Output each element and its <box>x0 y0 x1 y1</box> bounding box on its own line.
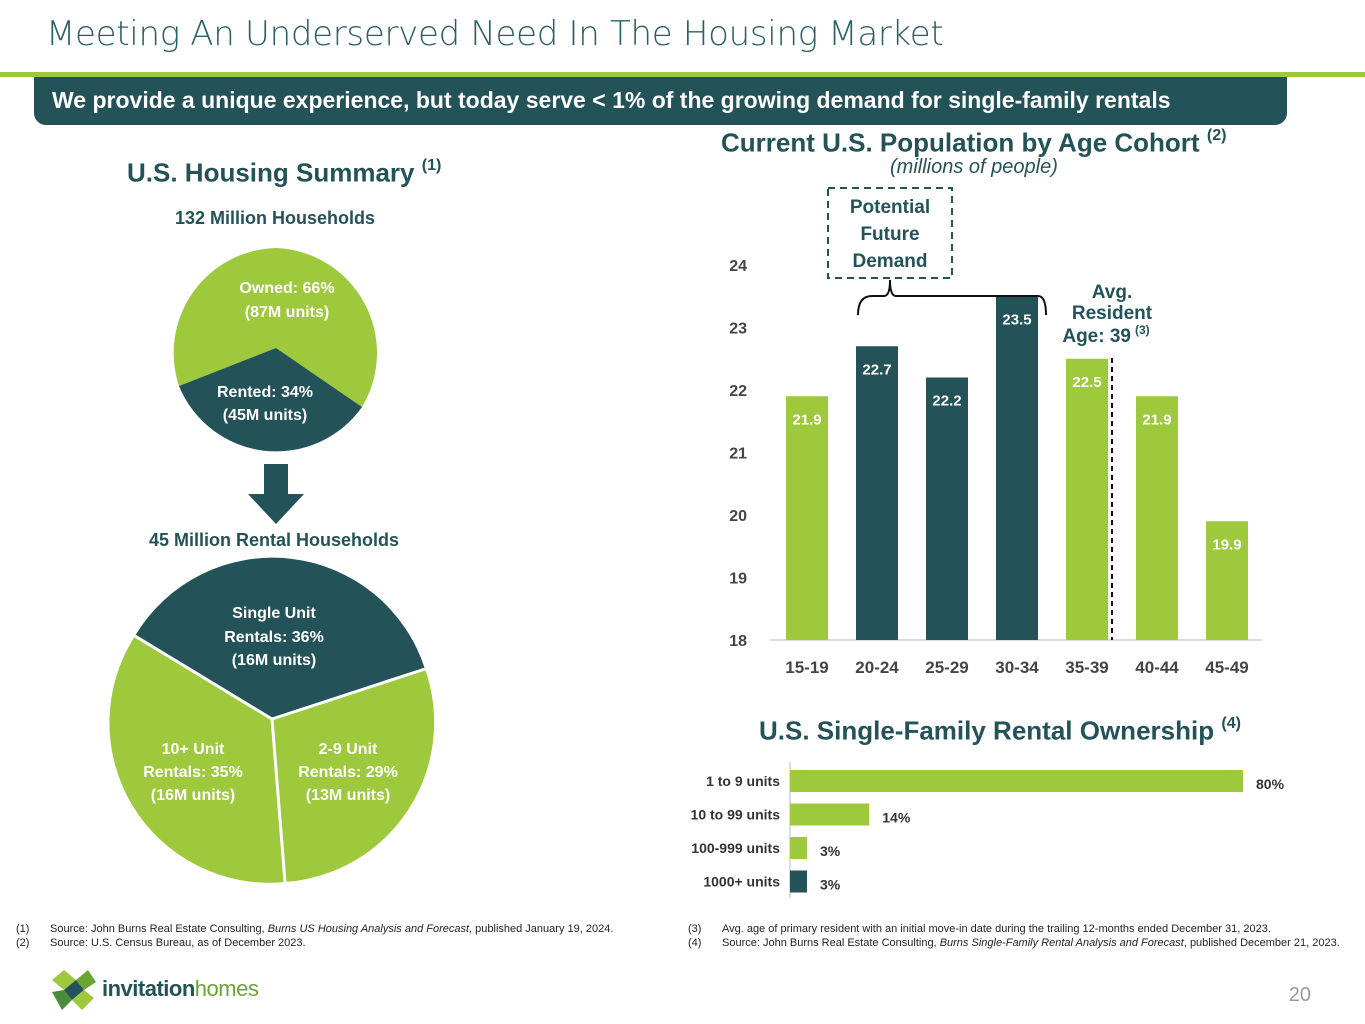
population-bar-20-24 <box>856 346 898 640</box>
ownership-bar <box>790 870 807 893</box>
y-tick-label: 24 <box>729 258 747 275</box>
rental-households-label: 45 Million Rental Households <box>149 530 400 550</box>
y-tick-label: 18 <box>729 633 747 650</box>
demand-brace <box>857 279 1047 316</box>
two-label-1: 2-9 Unit <box>319 741 378 758</box>
x-tick-label: 15-19 <box>785 658 828 677</box>
x-tick-label: 35-39 <box>1065 658 1108 677</box>
housing-heading: U.S. Housing Summary (1) <box>127 156 442 188</box>
y-tick-label: 23 <box>729 321 747 338</box>
owned-slice <box>276 248 377 407</box>
rented-label-1: Rented: 34% <box>217 384 313 401</box>
population-value-label: 21.9 <box>792 411 821 428</box>
population-value-label: 22.2 <box>932 393 961 410</box>
population-value-label: 21.9 <box>1142 411 1171 428</box>
owned-label-2: (87M units) <box>245 304 329 321</box>
ownership-value-label: 80% <box>1256 776 1285 792</box>
avg-label-3-group: Age: 39 (3) <box>1062 323 1149 347</box>
page-number: 20 <box>1288 984 1311 1006</box>
single-label-2: Rentals: 36% <box>224 629 324 646</box>
rental-pie: Single Unit Rentals: 36% (16M units) 10+… <box>109 557 435 883</box>
y-tick-label: 21 <box>729 446 747 463</box>
ten-label-1: 10+ Unit <box>162 741 225 758</box>
ten-label-3: (16M units) <box>151 787 235 804</box>
banner: We provide a unique experience, but toda… <box>34 77 1287 125</box>
population-value-label: 22.7 <box>862 361 891 378</box>
two-to-nine-slice <box>272 669 435 882</box>
title-rule <box>0 72 1365 77</box>
ownership-category-label: 100-999 units <box>691 840 780 856</box>
x-tick-label: 20-24 <box>855 658 899 677</box>
ten-label-2: Rentals: 35% <box>143 764 243 781</box>
population-bar-25-29 <box>926 377 968 640</box>
demand-label-2: Future <box>860 224 919 245</box>
population-bar-15-19 <box>786 396 828 640</box>
y-tick-label: 19 <box>729 571 747 588</box>
logo-text: invitationhomes <box>102 976 259 1001</box>
demand-label-1: Potential <box>850 197 930 218</box>
rented-label-2: (45M units) <box>223 407 307 424</box>
population-chart: 18 19 20 21 22 23 24 21.9 15-19 22.7 20-24 22.2 25-… <box>729 187 1262 677</box>
two-label-3: (13M units) <box>306 787 390 804</box>
ownership-category-label: 1000+ units <box>703 874 780 890</box>
y-tick-label: 20 <box>729 508 747 525</box>
x-tick-label: 40-44 <box>1135 658 1179 677</box>
population-bar-30-34 <box>996 296 1038 640</box>
population-bar-45-49 <box>1206 521 1248 640</box>
owned-label-1: Owned: 66% <box>239 280 334 297</box>
ownership-value-label: 14% <box>882 810 911 826</box>
ownership-value-label: 3% <box>820 843 841 859</box>
logo-mark-icon <box>52 970 96 1010</box>
ownership-heading: U.S. Single-Family Rental Ownership (4) <box>759 714 1242 746</box>
avg-label-1: Avg. <box>1092 282 1132 303</box>
households-label: 132 Million Households <box>175 208 376 228</box>
ownership-category-label: 1 to 9 units <box>706 773 780 789</box>
ownership-bar <box>790 770 1243 792</box>
population-bar-40-44 <box>1136 396 1178 640</box>
ownership-chart: 1 to 9 units 80% 10 to 99 units 14% 100-999 … <box>691 762 1285 898</box>
single-label-1: Single Unit <box>232 605 316 622</box>
population-heading: Current U.S. Population by Age Cohort (2… <box>721 126 1227 158</box>
single-label-3: (16M units) <box>232 652 316 669</box>
avg-label-3: Age: 39 <box>1062 326 1131 347</box>
households-pie: Owned: 66% (87M units) Rented: 34% (45M … <box>173 248 377 452</box>
rented-slice <box>179 348 362 452</box>
population-value-label: 22.5 <box>1072 374 1101 391</box>
footnotes-right: (3) Avg. age of primary resident with an… <box>688 923 1340 949</box>
population-subheading: (millions of people) <box>890 156 1058 178</box>
demand-label-3: Demand <box>853 251 928 272</box>
demand-box <box>827 187 953 279</box>
ownership-value-label: 3% <box>820 877 841 893</box>
x-tick-label: 30-34 <box>995 658 1039 677</box>
avg-label-2: Resident <box>1072 303 1153 324</box>
down-arrow-icon <box>248 464 304 524</box>
page-title: Meeting An Underserved Need In The Housi… <box>46 14 944 54</box>
ownership-category-label: 10 to 99 units <box>691 807 781 823</box>
ownership-bar <box>790 837 807 859</box>
avg-note: (3) <box>1135 323 1150 337</box>
x-tick-label: 25-29 <box>925 658 968 677</box>
two-label-2: Rentals: 29% <box>298 764 398 781</box>
population-bar-35-39 <box>1066 358 1108 640</box>
population-value-label: 23.5 <box>1002 311 1031 328</box>
y-tick-label: 22 <box>729 383 747 400</box>
x-tick-label: 45-49 <box>1205 658 1248 677</box>
ownership-bar <box>790 803 870 826</box>
ten-plus-slice <box>109 636 285 883</box>
footnotes-left: (1) Source: John Burns Real Estate Consu… <box>16 923 614 949</box>
population-value-label: 19.9 <box>1212 536 1241 553</box>
